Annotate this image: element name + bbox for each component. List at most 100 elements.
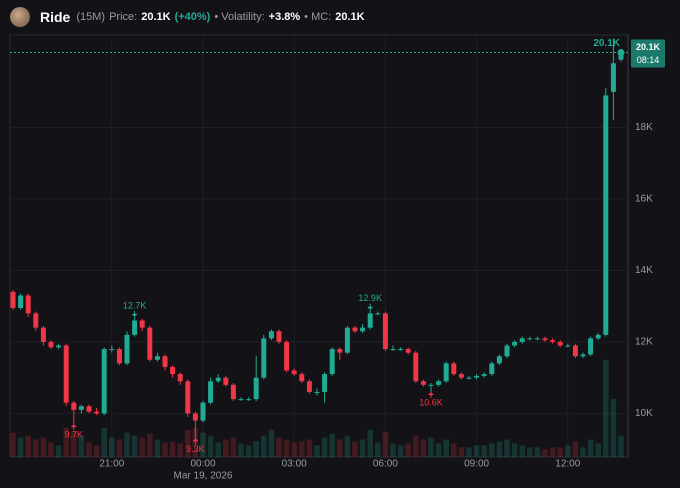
price: 20.1K [141,11,171,23]
volume-bar [557,447,563,457]
volume-bar [337,439,343,457]
last-price-box [631,39,665,68]
candle-body [618,52,624,60]
volume-bar [314,445,320,457]
candle-body [170,366,176,375]
candle-body [86,406,92,412]
candle-body [322,374,328,392]
candle-body [360,327,366,332]
token-name: Ride [40,9,71,25]
candle-body [519,338,525,342]
volume-bar [17,437,24,457]
candle-body [413,352,419,382]
volume-bar [223,439,229,457]
candle-body [299,374,305,382]
volume-bar [207,435,214,457]
volume-bar [63,427,69,457]
candle-body [436,381,442,385]
volume-bar [481,445,487,457]
candle-body [595,334,601,339]
candle-body [572,345,578,357]
candle-body [550,340,556,342]
volume-bar [261,435,267,457]
candle-body [10,291,16,308]
candle-body [253,377,259,400]
y-tick-label: 18K [635,122,653,133]
volume-bar [154,439,161,457]
candle-body [63,345,69,403]
volume-bar [451,443,457,457]
candle-body [420,381,426,385]
candle-body [527,338,533,340]
volume-bar [473,445,480,457]
candle-body [489,363,495,375]
x-date-label: Mar 19, 2026 [174,471,233,482]
volume-bar [466,447,472,457]
x-tick-label: 09:00 [464,459,489,470]
annotation-label: 9.7K [65,430,84,440]
candle-body [246,399,252,401]
volume-bar [603,359,609,457]
volume-bar [185,429,191,457]
candle-body [542,338,548,341]
candle-body [337,349,343,353]
volume-bar [435,443,442,457]
header: Ride (15M) Price: 20.1K (+40%) • Volatil… [10,6,365,28]
candle-body [405,349,411,353]
change: (+40%) [174,11,211,23]
candle-body [512,341,518,346]
volatility-label: • Volatility: [214,11,265,23]
candle-body [610,63,616,92]
candle-body [352,327,358,332]
volume-bar [390,443,396,457]
volume-bar [572,441,579,457]
volume-bar [276,437,282,457]
candle-body [344,327,350,353]
volume-bar [238,443,244,457]
candle-body [132,320,138,335]
volume-bar [177,443,183,457]
volume-bar [101,427,107,457]
volume-bar [230,437,237,457]
volume-bar [504,439,510,457]
volume-bar [245,445,252,457]
volume-bar [33,439,39,457]
candle-body [367,313,373,328]
candle-body [276,331,282,342]
candle-body [94,411,100,414]
volume-bar [86,442,92,457]
candle-body [443,363,449,382]
x-tick-label: 12:00 [555,459,580,470]
candle-body [504,345,510,357]
candle-body [268,331,274,339]
candle-body [428,384,434,386]
volume-bar [359,439,366,457]
candle-body [162,356,168,367]
volume-bar [587,439,594,457]
last-price-dot [617,49,625,57]
candle-body [215,377,221,382]
volume-bar [162,442,168,457]
volume-bar [147,433,153,457]
candle-body [147,327,153,360]
volume-bar [443,439,449,457]
volume-bar [413,435,419,457]
candle-body [177,374,183,382]
volume-bar [78,435,85,457]
volume-bar [329,433,335,457]
volume-bar [71,431,77,457]
volume-bar [253,441,259,457]
candle-body [291,370,297,375]
candle-body [223,377,229,385]
candle-body [261,338,267,378]
volume-bar [458,447,465,457]
volume-bar [344,435,351,457]
volume-bar [397,445,404,457]
x-tick-label: 00:00 [190,459,215,470]
volume-bar [131,435,138,457]
volume-bar [610,398,617,457]
annotation-label: 12.9K [358,293,382,303]
volume-bar [382,431,389,457]
